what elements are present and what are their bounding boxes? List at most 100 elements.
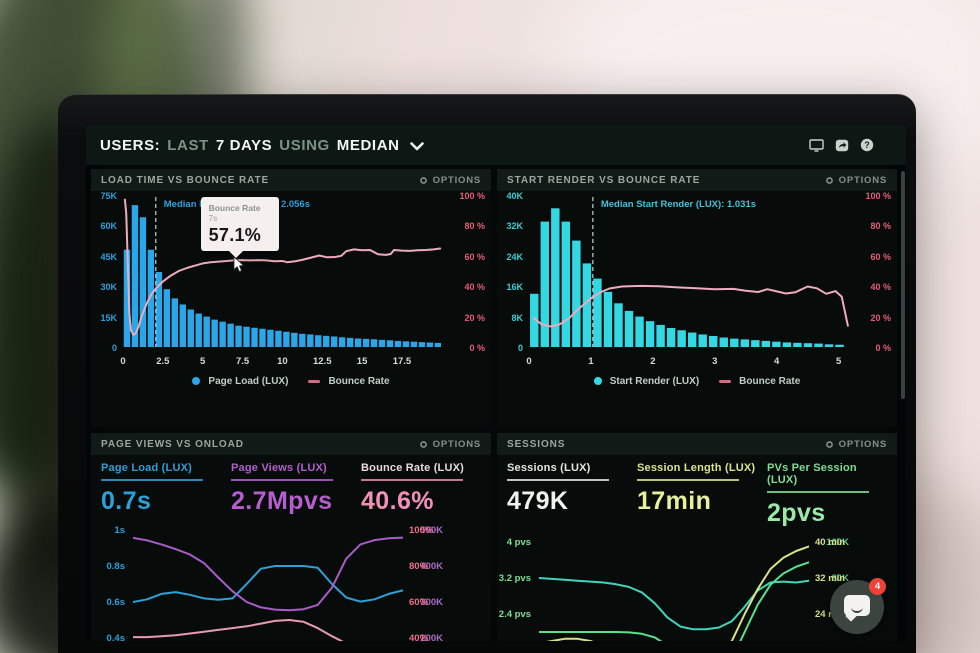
mouse-cursor-icon [233, 256, 245, 273]
axis-tick-label: 12.5 [313, 356, 332, 367]
axis-tick-label: 0 [526, 356, 532, 367]
panel-grid: LOAD TIME VS BOUNCE RATE OPTIONS 75K 60K 4… [91, 169, 897, 641]
stat-underline [767, 491, 869, 493]
panel-title: START RENDER VS BOUNCE RATE [507, 174, 701, 186]
dashboard-screen: USERS: LAST 7 DAYS USING MEDIAN ? [86, 125, 906, 641]
options-button[interactable]: OPTIONS [419, 439, 481, 450]
axis-tick-label: 0.8s [106, 561, 126, 572]
start-render-chart-plot[interactable]: Median Start Render (LUX): 1.031s [529, 195, 851, 355]
chevron-down-icon [409, 141, 424, 150]
axis-tick-label: 17.5 [392, 356, 412, 367]
legend-label[interactable]: Bounce Rate [328, 375, 390, 387]
stat-label: Session Length (LUX) [637, 462, 756, 474]
options-label: OPTIONS [432, 174, 481, 186]
options-button[interactable]: OPTIONS [825, 175, 887, 186]
panel-page-views-vs-onload: PAGE VIEWS VS ONLOAD OPTIONS Page Load (… [91, 433, 491, 641]
axis-tick-label: 0 [517, 343, 523, 353]
scrollbar-thumb[interactable] [901, 171, 905, 399]
axis-tick-label: 80% [409, 561, 429, 572]
axis-tick-label: 80 % [870, 221, 891, 232]
panel-load-time-vs-bounce-rate: LOAD TIME VS BOUNCE RATE OPTIONS 75K 60K 4… [91, 169, 491, 427]
share-icon[interactable] [835, 139, 849, 152]
legend-dot-icon [192, 377, 201, 385]
y-axis-left: 75K 60K 45K 30K 15K 0 [91, 191, 123, 355]
help-icon[interactable]: ? [860, 138, 874, 152]
axis-tick-label: 24 min [815, 609, 846, 620]
options-button[interactable]: OPTIONS [825, 439, 887, 450]
stat-underline [101, 479, 203, 481]
axis-tick-label: 0 [111, 343, 117, 353]
axis-tick-label: 100 % [865, 191, 891, 201]
panel-title: SESSIONS [507, 438, 566, 450]
legend-label[interactable]: Bounce Rate [739, 375, 801, 387]
gear-icon [419, 440, 427, 448]
stat-label: Page Views (LUX) [231, 462, 327, 474]
tooltip-value: 57.1% [208, 225, 262, 246]
stat-value: 2.7Mpvs [231, 487, 333, 515]
legend-label[interactable]: Page Load (LUX) [208, 375, 289, 387]
chat-bubble-icon [844, 595, 870, 616]
stat-value: 17min [637, 487, 712, 515]
axis-tick-label: 300K [420, 597, 443, 608]
stat-underline [637, 479, 739, 481]
axis-tick-label: 0.4s [106, 633, 126, 641]
stat-sessions: Sessions (LUX) 479K [507, 462, 627, 528]
header-segment: MEDIAN [336, 136, 400, 154]
axis-tick-label: 20 % [870, 312, 891, 323]
axis-tick-label: 400K [420, 561, 443, 572]
notification-badge: 4 [869, 578, 886, 595]
header-segment: USERS: [100, 136, 161, 154]
axis-tick-label: 40 min [815, 537, 846, 548]
stat-pvs-per-session: PVs Per Session (LUX) 2pvs [767, 462, 887, 528]
panel-title: LOAD TIME VS BOUNCE RATE [101, 174, 270, 186]
median-annotation: Median Start Render (LUX): 1.031s [600, 199, 757, 210]
axis-tick-label: 5 [200, 356, 206, 367]
metric-stats-row: Page Load (LUX) 0.7s Page Views (LUX) 2.… [91, 455, 491, 520]
axis-tick-label: 30K [100, 282, 117, 293]
axis-tick-label: 100% [409, 525, 434, 536]
panel-header: LOAD TIME VS BOUNCE RATE OPTIONS [91, 169, 491, 191]
users-range-dropdown[interactable]: USERS: LAST 7 DAYS USING MEDIAN [100, 137, 424, 154]
sessions-chart-plot[interactable] [539, 534, 809, 641]
chart-legend: Start Render (LUX) Bounce Rate [497, 371, 897, 391]
x-axis: 0 2.5 5 7.5 10 12.5 15 17.5 [120, 356, 445, 371]
x-axis: 0 1 2 3 4 5 [526, 356, 851, 371]
metric-stats-row: Sessions (LUX) 479K Session Length (LUX)… [497, 455, 897, 532]
axis-tick-label: 7.5 [235, 356, 250, 367]
stat-underline [231, 479, 333, 481]
legend-dot-icon [593, 377, 602, 385]
chart-legend: Page Load (LUX) Bounce Rate [91, 371, 491, 391]
axis-tick-label: 100 % [459, 191, 485, 201]
axis-tick-label: 60K [100, 221, 117, 232]
gear-icon [419, 176, 427, 184]
y-axis-left: 1s 0.8s 0.6s 0.4s [91, 522, 133, 641]
options-button[interactable]: OPTIONS [419, 175, 481, 186]
display-icon[interactable] [809, 138, 824, 152]
axis-tick-label: 40 % [870, 282, 891, 293]
axis-tick-label: 15 [356, 356, 368, 367]
axis-tick-label: 1s [114, 525, 125, 536]
panel-header: START RENDER VS BOUNCE RATE OPTIONS [497, 169, 897, 191]
axis-tick-label: 1 [588, 356, 594, 367]
stat-page-views: Page Views (LUX) 2.7Mpvs [231, 462, 351, 516]
tooltip-sub: 7s [208, 214, 218, 224]
y-axis-right: 100 % 80 % 60 % 40 % 20 % 0 % [851, 191, 897, 355]
axis-tick-label: 20 % [464, 312, 485, 323]
axis-tick-label: 500K [420, 525, 443, 536]
axis-tick-label: 5 [835, 356, 842, 367]
page-views-chart-plot[interactable] [133, 522, 403, 641]
axis-tick-label: 40% [409, 633, 429, 641]
stat-label: Page Load (LUX) [101, 462, 193, 474]
load-time-chart-plot[interactable]: Median Page Load (LUX): 2.056s Bounce Ra… [123, 195, 445, 355]
axis-tick-label: 2 [650, 356, 656, 367]
axis-tick-label: 2.4 pvs [498, 609, 531, 620]
y-axis-left: 40K 32K 24K 16K 8K 0 [497, 191, 529, 355]
axis-tick-label: 4 [774, 356, 780, 367]
stat-page-load: Page Load (LUX) 0.7s [101, 462, 221, 516]
legend-label[interactable]: Start Render (LUX) [609, 375, 700, 387]
options-label: OPTIONS [838, 174, 887, 186]
chat-widget-button[interactable]: 4 [830, 578, 886, 634]
axis-tick-label: 80K [831, 573, 849, 584]
